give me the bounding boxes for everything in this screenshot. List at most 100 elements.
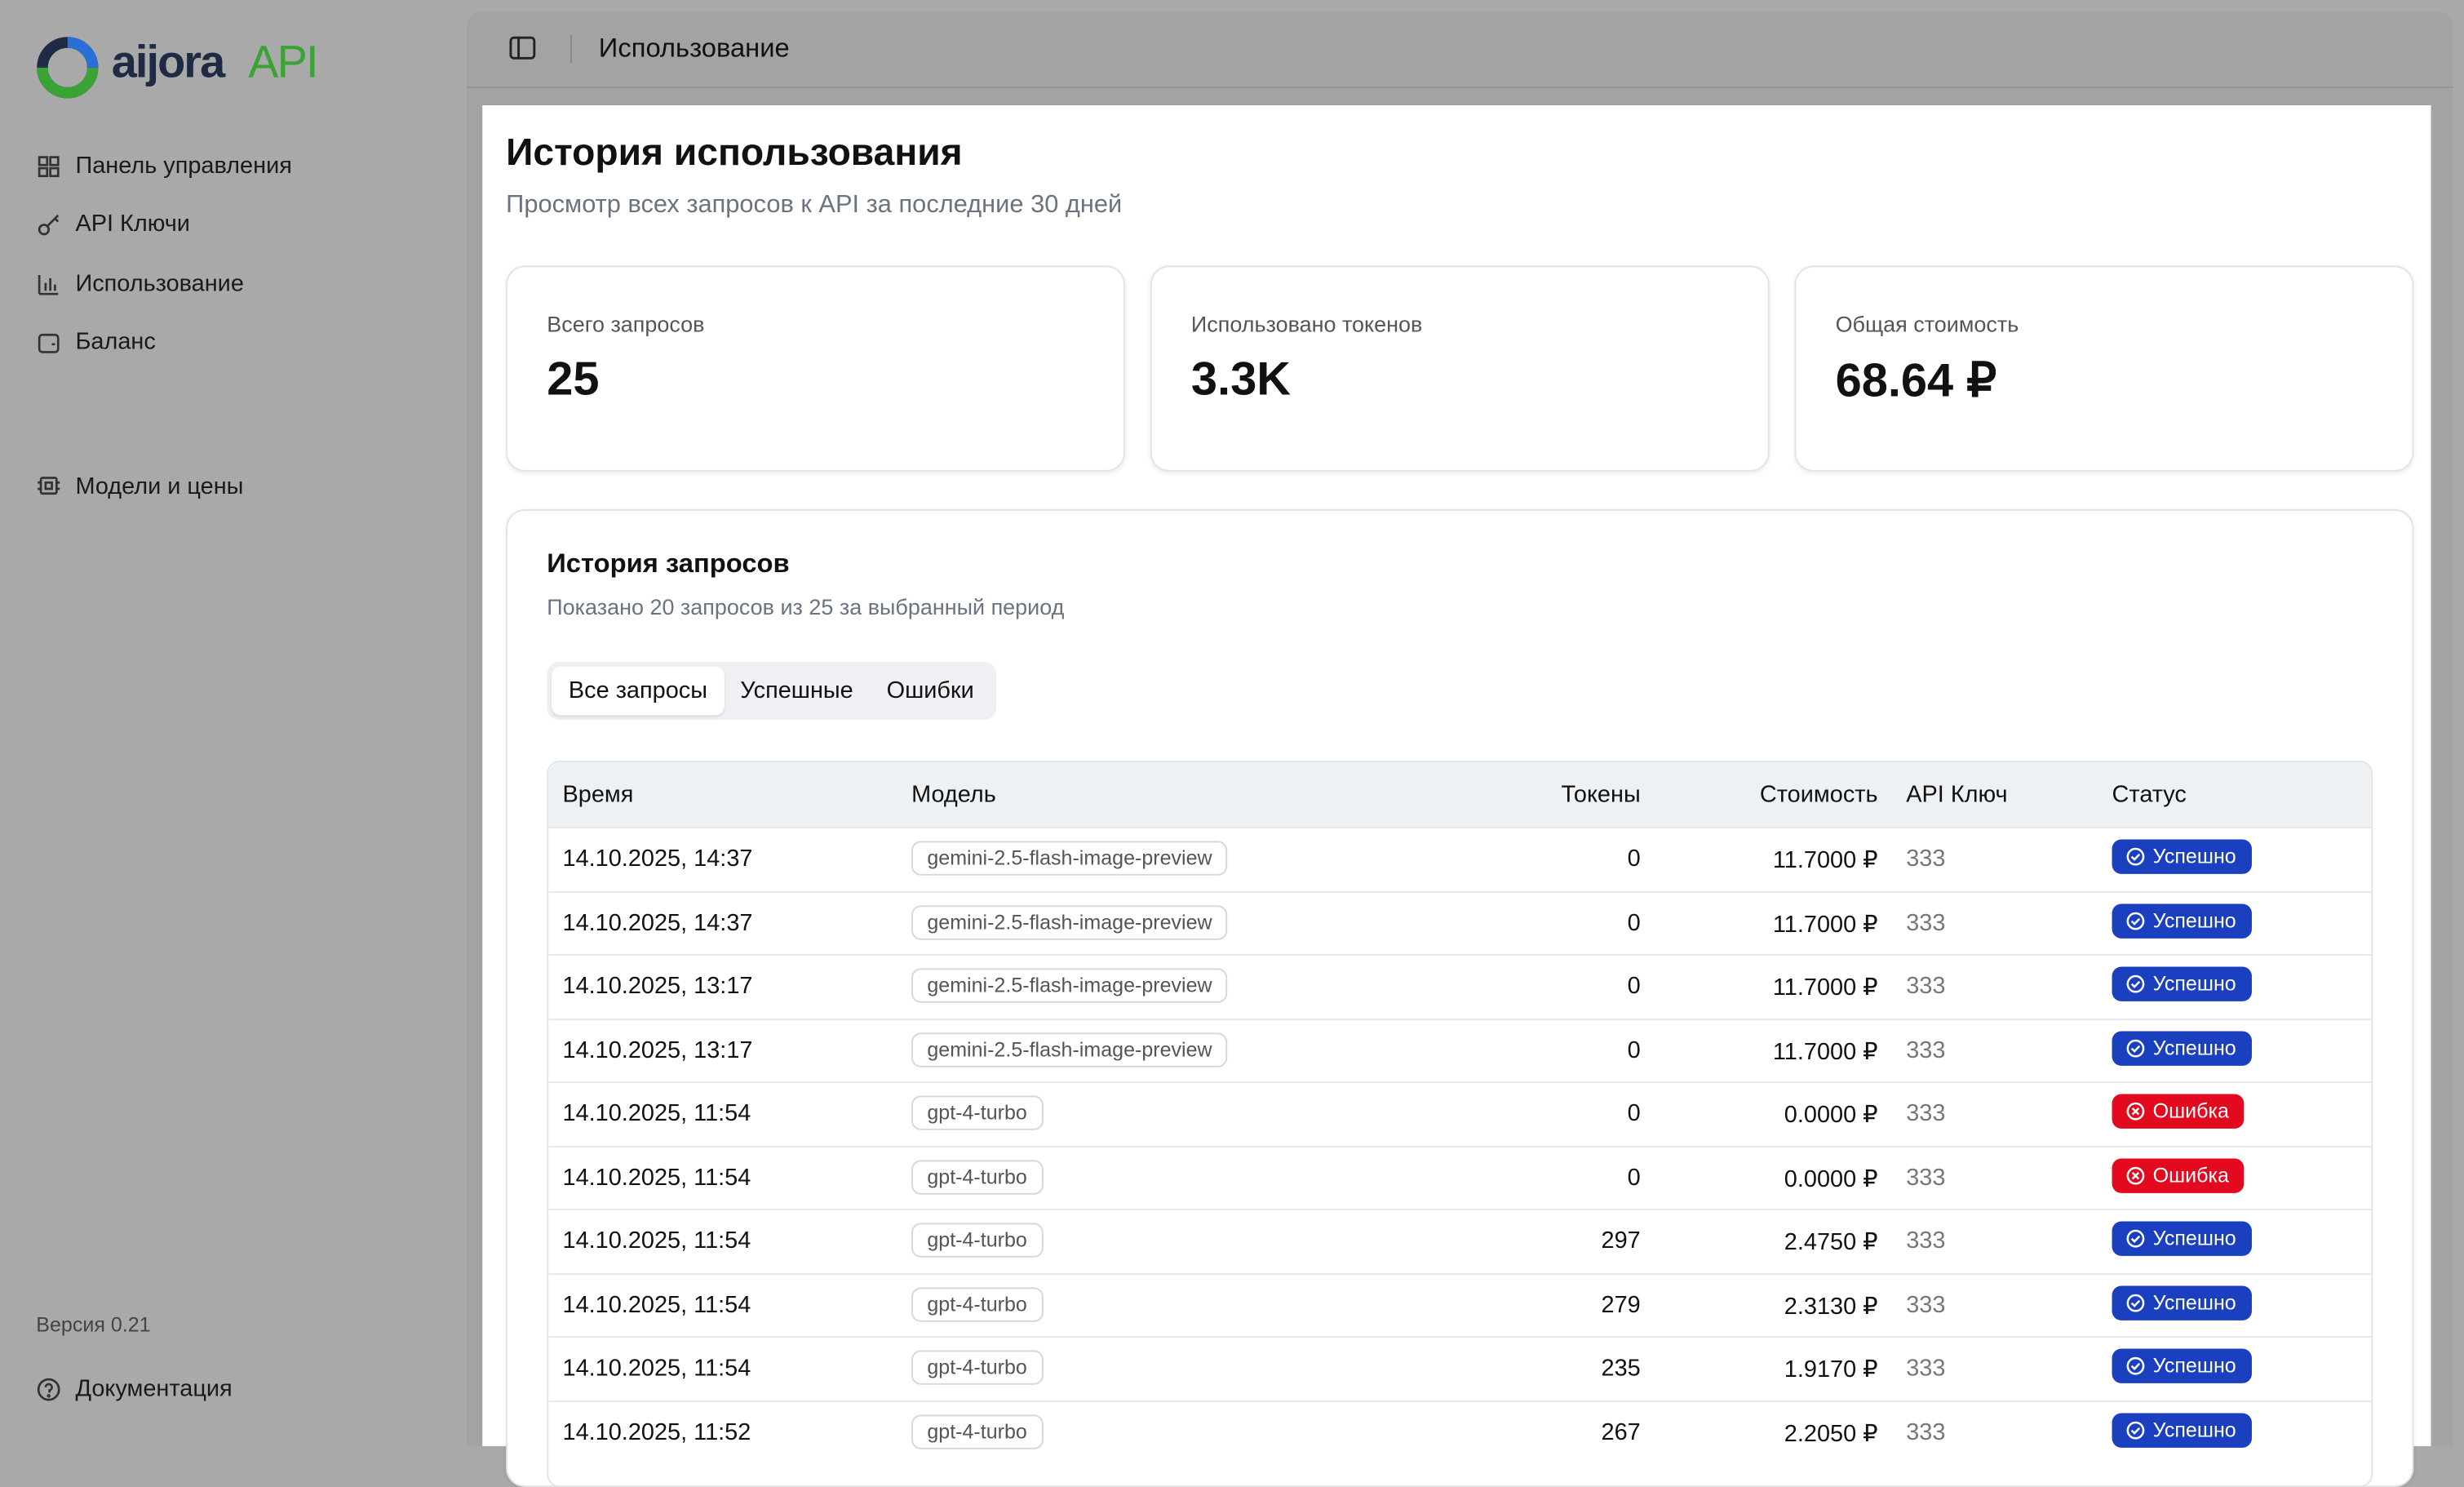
row-divider <box>548 1336 2372 1338</box>
cell-time: 14.10.2025, 11:52 <box>562 1418 751 1445</box>
cell-time: 14.10.2025, 14:37 <box>562 909 753 936</box>
status-icon <box>2126 911 2145 930</box>
stat-value: 68.64 ₽ <box>1835 355 1996 407</box>
status-badge: Ошибка <box>2112 1094 2245 1129</box>
cell-tokens: 235 <box>1601 1355 1641 1382</box>
cell-key: 333 <box>1906 973 1946 1000</box>
stat-card: Всего запросов 25 <box>506 265 1126 472</box>
logo-icon <box>37 37 99 99</box>
row-divider <box>548 1400 2372 1402</box>
row-divider <box>548 1145 2372 1147</box>
cell-tokens: 0 <box>1627 846 1641 872</box>
status-icon <box>2126 1102 2145 1121</box>
cell-key: 333 <box>1906 1036 1946 1063</box>
status-badge: Успешно <box>2112 839 2252 874</box>
nav-item[interactable]: Модели и цены <box>75 473 244 500</box>
stat-label: Использовано токенов <box>1190 311 1423 337</box>
cell-cost: 2.2050 ₽ <box>1784 1420 1878 1447</box>
cell-key: 333 <box>1906 1164 1946 1191</box>
cell-key: 333 <box>1906 1355 1946 1382</box>
nav-icon <box>36 212 61 245</box>
stat-label: Всего запросов <box>547 311 705 337</box>
nav-item[interactable]: Баланс <box>75 328 156 356</box>
cell-time: 14.10.2025, 13:17 <box>562 973 753 1000</box>
status-badge: Успешно <box>2112 966 2252 1001</box>
nav-item[interactable]: Панель управления <box>75 152 292 180</box>
row-divider <box>548 1081 2372 1084</box>
row-divider <box>548 827 2372 829</box>
model-chip: gpt-4-turbo <box>911 1223 1044 1258</box>
cell-tokens: 0 <box>1627 1036 1641 1063</box>
cell-time: 14.10.2025, 14:37 <box>562 846 753 872</box>
row-divider <box>548 1018 2372 1020</box>
row-divider <box>548 890 2372 893</box>
cell-tokens: 0 <box>1627 909 1641 936</box>
column-header: Токены <box>1561 781 1641 808</box>
tab[interactable]: Успешные <box>740 677 853 704</box>
status-icon <box>2126 1356 2145 1375</box>
model-chip: gemini-2.5-flash-image-preview <box>911 841 1228 876</box>
nav-item[interactable]: Использование <box>75 270 244 298</box>
page-subtitle: Просмотр всех запросов к API за последни… <box>506 191 1123 219</box>
row-divider <box>548 954 2372 957</box>
docs-link[interactable]: Документация <box>75 1375 233 1402</box>
nav-icon <box>36 154 61 187</box>
docs-icon <box>36 1377 61 1409</box>
nav-icon <box>36 272 61 304</box>
cell-tokens: 0 <box>1627 1164 1641 1191</box>
nav-icon <box>36 473 61 506</box>
status-icon <box>2126 1229 2145 1248</box>
stat-card: Общая стоимость 68.64 ₽ <box>1794 265 2414 472</box>
status-badge: Ошибка <box>2112 1157 2245 1192</box>
column-header: Стоимость <box>1759 781 1878 808</box>
cell-cost: 11.7000 ₽ <box>1772 1038 1878 1065</box>
cell-time: 14.10.2025, 13:17 <box>562 1036 753 1063</box>
column-header: Модель <box>911 781 996 808</box>
cell-tokens: 0 <box>1627 973 1641 1000</box>
cell-key: 333 <box>1906 909 1946 936</box>
model-chip: gemini-2.5-flash-image-preview <box>911 968 1228 1003</box>
cell-cost: 1.9170 ₽ <box>1784 1356 1878 1383</box>
cell-tokens: 0 <box>1627 1100 1641 1127</box>
cell-cost: 2.4750 ₽ <box>1784 1229 1878 1256</box>
model-chip: gemini-2.5-flash-image-preview <box>911 1032 1228 1067</box>
model-chip: gpt-4-turbo <box>911 1414 1044 1449</box>
table: Время Модель Токены Стоимость API Ключ Статус… <box>547 761 2373 1487</box>
stage: aijora API Панель управления API Ключи Испол… <box>36 33 2453 1487</box>
history-title: История запросов <box>547 548 790 579</box>
stat-value: 25 <box>547 353 600 406</box>
model-chip: gpt-4-turbo <box>911 1095 1044 1130</box>
status-icon <box>2126 1038 2145 1057</box>
model-chip: gpt-4-turbo <box>911 1286 1044 1321</box>
tab[interactable]: Ошибки <box>886 677 974 704</box>
sidebar-toggle[interactable] <box>509 36 536 61</box>
row-divider <box>548 1272 2372 1275</box>
status-icon <box>2126 1165 2145 1184</box>
status-badge: Успешно <box>2112 1285 2252 1320</box>
status-badge: Успешно <box>2112 903 2252 938</box>
cell-cost: 0.0000 ₽ <box>1784 1165 1878 1192</box>
cell-key: 333 <box>1906 1291 1946 1318</box>
page: aijora API Панель управления API Ключи Испол… <box>36 33 2453 1487</box>
status-badge: Успешно <box>2112 1221 2252 1256</box>
model-chip: gpt-4-turbo <box>911 1350 1044 1385</box>
model-chip: gpt-4-turbo <box>911 1159 1044 1194</box>
cell-time: 14.10.2025, 11:54 <box>562 1355 751 1382</box>
cell-cost: 0.0000 ₽ <box>1784 1102 1878 1129</box>
page-title: История использования <box>506 131 963 175</box>
tab[interactable]: Все запросы <box>552 666 725 716</box>
cell-key: 333 <box>1906 1227 1946 1254</box>
nav-icon <box>36 330 61 362</box>
cell-key: 333 <box>1906 1418 1946 1445</box>
status-icon <box>2126 847 2145 866</box>
column-header: Время <box>562 781 634 808</box>
nav-item[interactable]: API Ключи <box>75 211 190 237</box>
model-chip: gemini-2.5-flash-image-preview <box>911 904 1228 939</box>
cell-key: 333 <box>1906 846 1946 872</box>
cell-tokens: 297 <box>1601 1227 1641 1254</box>
cell-time: 14.10.2025, 11:54 <box>562 1291 751 1318</box>
column-header: API Ключ <box>1906 781 2008 808</box>
stat-card: Использовано токенов 3.3K <box>1150 265 1770 472</box>
row-divider <box>548 1209 2372 1211</box>
table-header-bg <box>548 762 2372 828</box>
